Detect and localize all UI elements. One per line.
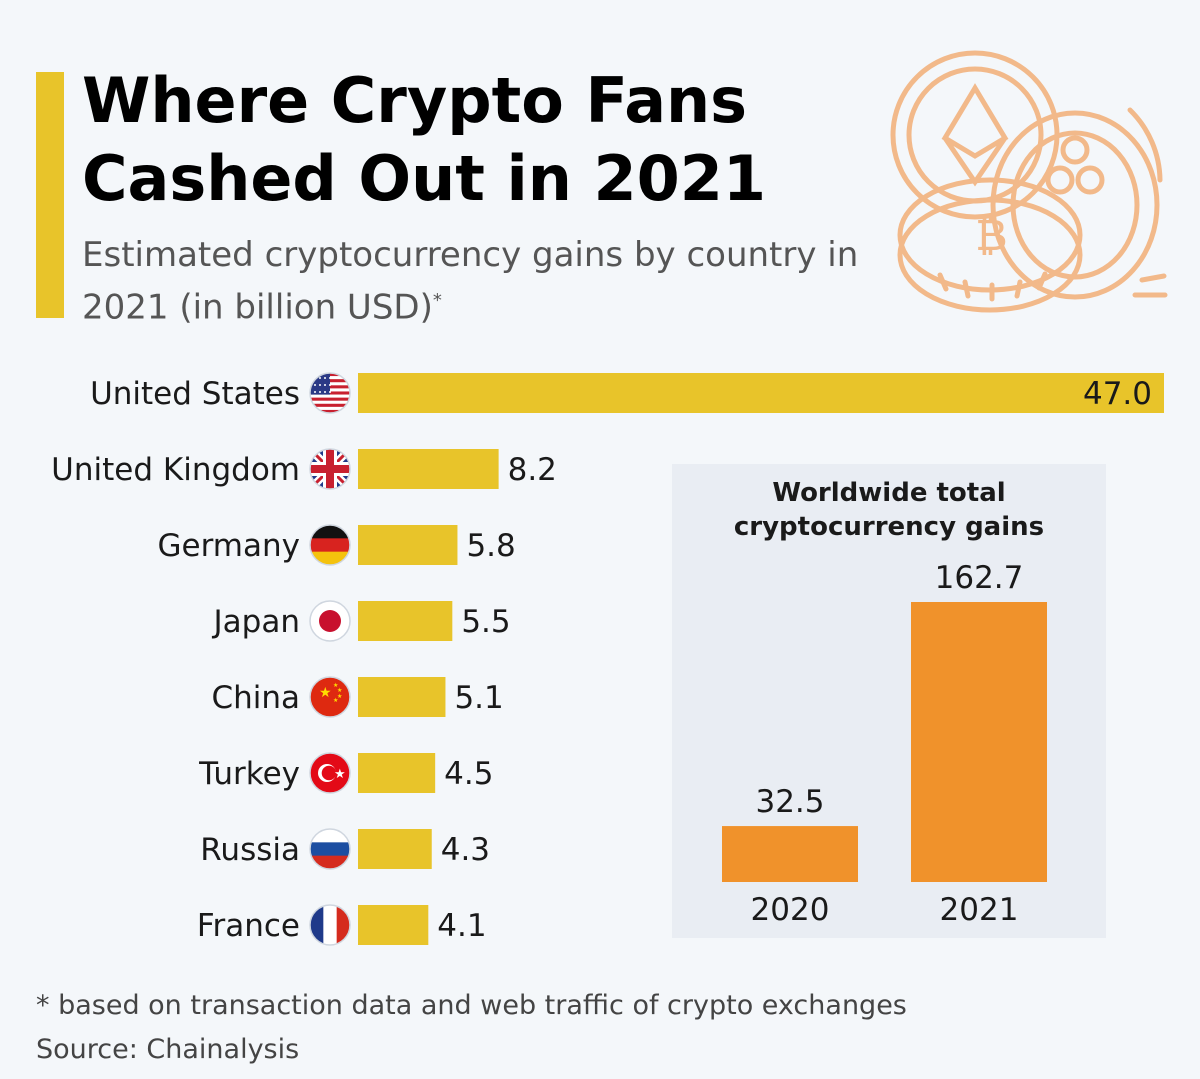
- svg-text:★: ★: [337, 687, 342, 694]
- chart-subtitle: Estimated cryptocurrency gains by countr…: [82, 232, 882, 330]
- bar: [358, 677, 446, 717]
- value-label: 4.1: [437, 908, 486, 944]
- turkey-flag-icon: ★: [309, 752, 351, 794]
- bar: [358, 905, 429, 945]
- worldwide-total-chart: 32.5 2020 162.7 2021: [722, 560, 1047, 928]
- chart-title: Where Crypto Fans Cashed Out in 2021: [82, 64, 766, 215]
- value-label: 4.3: [441, 832, 490, 868]
- country-label: China: [211, 680, 300, 716]
- bar-row-japan: Japan 5.5: [212, 600, 511, 642]
- source-note: Source: Chainalysis: [36, 1034, 300, 1065]
- bar-row-germany: Germany 5.8: [158, 524, 516, 566]
- svg-text:★: ★: [334, 767, 346, 782]
- bar: [358, 601, 453, 641]
- inset-value-label: 162.7: [935, 560, 1024, 596]
- country-label: Turkey: [198, 756, 300, 792]
- bar: [358, 753, 436, 793]
- svg-text:★: ★: [333, 697, 338, 704]
- country-label: Japan: [212, 604, 300, 640]
- inset-bar-2021: 162.7 2021: [911, 560, 1047, 928]
- bar-row-turkey: Turkey ★ 4.5: [198, 752, 493, 794]
- title-accent-bar: [36, 72, 64, 318]
- us-flag-icon: [309, 372, 351, 414]
- value-label: 5.8: [466, 528, 515, 564]
- inset-bar-2020: 32.5 2020: [722, 784, 858, 928]
- bar-row-united-kingdom: United Kingdom 8.2: [51, 448, 557, 490]
- crypto-coins-illustration: ₿: [890, 50, 1168, 313]
- bar-row-france: France 4.1: [197, 904, 487, 946]
- value-label: 5.1: [454, 680, 503, 716]
- subtitle-text: Estimated cryptocurrency gains by countr…: [82, 235, 859, 328]
- bar: [358, 373, 1164, 413]
- value-label: 8.2: [508, 452, 557, 488]
- bar-row-russia: Russia 4.3: [200, 828, 490, 870]
- bar: [358, 525, 458, 565]
- bar-row-united-states: United States 47.0: [90, 372, 1164, 414]
- svg-text:★: ★: [319, 685, 332, 701]
- france-flag-icon: [309, 904, 351, 946]
- china-flag-icon: ★ ★★★★: [309, 676, 351, 718]
- svg-text:★: ★: [333, 682, 338, 689]
- country-label: Germany: [158, 528, 300, 564]
- inset-bar: [722, 826, 858, 882]
- footnote: * based on transaction data and web traf…: [36, 990, 907, 1021]
- country-label: United Kingdom: [51, 452, 300, 488]
- bar: [358, 449, 499, 489]
- country-label: France: [197, 908, 300, 944]
- value-label: 5.5: [461, 604, 510, 640]
- inset-bar: [911, 602, 1047, 882]
- russia-flag-icon: [309, 828, 351, 870]
- worldwide-total-panel: Worldwide total cryptocurrency gains 32.…: [672, 464, 1106, 938]
- value-label: 47.0: [1083, 376, 1152, 412]
- svg-text:★: ★: [337, 693, 342, 700]
- inset-value-label: 32.5: [755, 784, 824, 820]
- inset-year-label: 2020: [751, 892, 830, 928]
- japan-flag-icon: [309, 600, 351, 642]
- subtitle-footnote-mark: *: [432, 290, 442, 311]
- country-label: United States: [90, 376, 300, 412]
- bar: [358, 829, 432, 869]
- inset-year-label: 2021: [940, 892, 1019, 928]
- country-label: Russia: [200, 832, 300, 868]
- uk-flag-icon: [309, 448, 351, 490]
- bar-row-china: China ★ ★★★★ 5.1: [211, 676, 504, 718]
- value-label: 4.5: [444, 756, 493, 792]
- germany-flag-icon: [309, 524, 351, 566]
- inset-chart-title: Worldwide total cryptocurrency gains: [733, 478, 1045, 542]
